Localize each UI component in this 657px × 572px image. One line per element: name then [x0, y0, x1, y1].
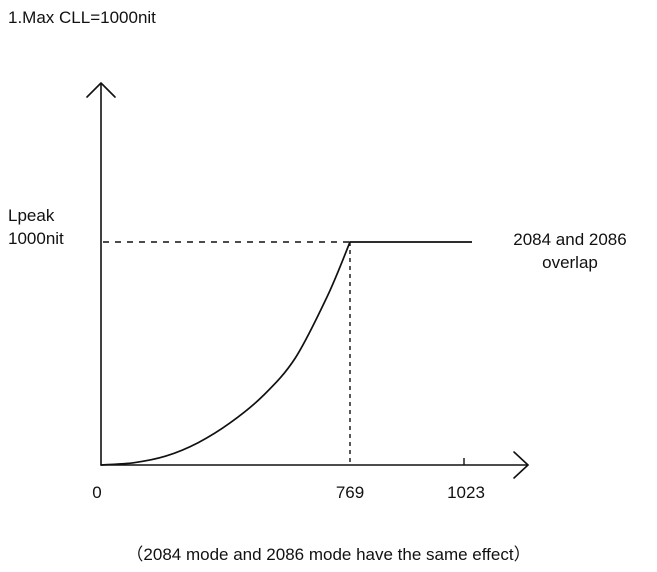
x-tick-label-769: 769 — [335, 483, 365, 502]
tone-curve-line — [100, 241, 472, 466]
x-tick-label-1023: 1023 — [447, 483, 485, 502]
x-axis-arrow — [513, 451, 529, 479]
overlap-annotation-line-2: overlap — [542, 253, 598, 272]
overlap-annotation-line-1: 2084 and 2086 — [513, 230, 627, 249]
y-axis-label-line-2: 1000nit — [8, 229, 64, 248]
y-axis-label-line-1: Lpeak — [8, 206, 55, 225]
y-axis-label: Lpeak 1000nit — [8, 204, 64, 250]
chart-title: 1.Max CLL=1000nit — [8, 8, 156, 27]
x-tick-label-0: 0 — [92, 483, 102, 502]
overlap-annotation: 2084 and 2086 overlap — [490, 228, 650, 274]
chart-caption: （2084 mode and 2086 mode have the same e… — [126, 545, 531, 564]
y-axis-arrow — [86, 82, 116, 98]
